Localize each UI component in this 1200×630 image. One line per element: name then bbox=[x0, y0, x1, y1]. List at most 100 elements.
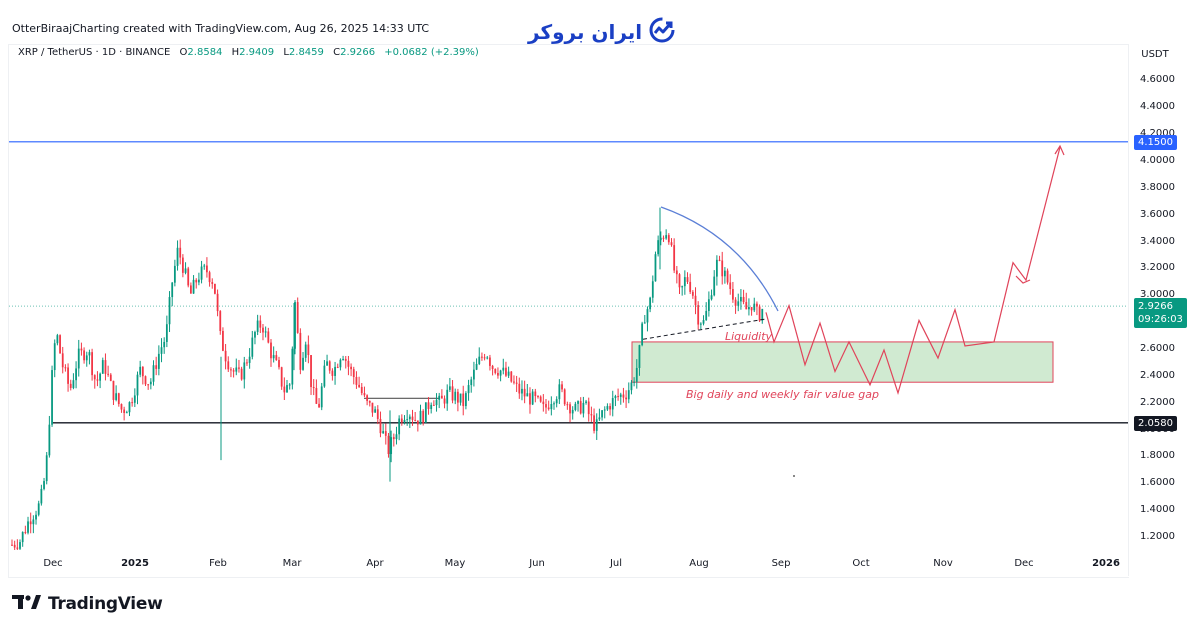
candle-body bbox=[56, 335, 59, 344]
candle-body bbox=[69, 383, 72, 388]
candle-body bbox=[497, 372, 499, 376]
candle-body bbox=[563, 389, 566, 405]
candle-body bbox=[48, 424, 51, 456]
candle-body bbox=[646, 309, 649, 323]
candle-body bbox=[408, 416, 411, 420]
candle-body bbox=[462, 393, 465, 407]
candle-body bbox=[448, 386, 451, 390]
candle-body bbox=[310, 355, 312, 388]
candle-body bbox=[558, 384, 561, 400]
candle-body bbox=[748, 307, 750, 310]
candle-body bbox=[513, 381, 515, 383]
projection-arrow-icon bbox=[1054, 144, 1065, 156]
candle-body bbox=[521, 388, 523, 394]
projected-price-path[interactable] bbox=[765, 147, 1061, 395]
candle-body bbox=[157, 353, 160, 369]
price-tick: 1.2000 bbox=[1140, 531, 1175, 542]
candle-body bbox=[40, 488, 43, 504]
bar-countdown: 09:26:03 bbox=[1138, 314, 1183, 325]
candle-body bbox=[689, 281, 692, 292]
chart-pane[interactable] bbox=[8, 44, 1129, 578]
candle-body bbox=[574, 403, 577, 410]
candle-body bbox=[336, 366, 339, 368]
time-tick: Nov bbox=[933, 558, 953, 569]
candle-body bbox=[384, 431, 387, 436]
candle-body bbox=[299, 332, 302, 370]
candle-body bbox=[539, 396, 542, 402]
projection-arrow-icon bbox=[1015, 275, 1031, 284]
candle-body bbox=[240, 368, 243, 380]
candle-body bbox=[131, 402, 134, 404]
candles-series[interactable] bbox=[11, 229, 764, 556]
candle-body bbox=[555, 399, 558, 404]
candle-body bbox=[553, 403, 555, 405]
candle-body bbox=[643, 322, 646, 324]
candle-body bbox=[168, 297, 171, 325]
currency-unit-label[interactable]: USDT bbox=[1141, 49, 1169, 60]
price-tick: 4.6000 bbox=[1140, 74, 1175, 86]
candle-body bbox=[723, 270, 726, 277]
candle-body bbox=[80, 348, 83, 351]
candle-body bbox=[136, 374, 139, 396]
candle-body bbox=[350, 366, 352, 370]
candle-body bbox=[302, 357, 304, 370]
candle-body bbox=[280, 367, 283, 387]
candle-body bbox=[358, 384, 360, 387]
candle-body bbox=[304, 344, 307, 358]
fair-value-gap-box[interactable] bbox=[631, 341, 1054, 383]
brand-chart-icon bbox=[648, 16, 676, 48]
candle-body bbox=[526, 393, 529, 397]
price-tick: 2.4000 bbox=[1140, 369, 1175, 381]
candle-body bbox=[382, 431, 385, 434]
candle-body bbox=[606, 406, 609, 410]
candle-body bbox=[737, 301, 740, 306]
candle-body bbox=[366, 395, 369, 401]
candle-body bbox=[189, 285, 192, 294]
candle-body bbox=[483, 357, 486, 359]
candle-body bbox=[259, 320, 262, 328]
candle-body bbox=[203, 265, 206, 267]
candle-body bbox=[732, 289, 734, 300]
high-value: 2.9409 bbox=[239, 47, 275, 58]
time-tick: May bbox=[444, 558, 466, 569]
price-tick: 1.6000 bbox=[1140, 477, 1175, 489]
symbol-name[interactable]: XRP / TetherUS · 1D · BINANCE bbox=[18, 47, 171, 58]
candle-body bbox=[123, 409, 126, 413]
candle-body bbox=[326, 361, 328, 366]
candle-body bbox=[470, 379, 473, 386]
candle-body bbox=[451, 386, 454, 401]
candle-body bbox=[21, 532, 24, 543]
candle-body bbox=[374, 409, 377, 413]
tradingview-logo[interactable]: TradingView bbox=[12, 594, 163, 614]
candle-body bbox=[534, 391, 537, 397]
candle-body bbox=[609, 406, 611, 410]
candle-body bbox=[206, 265, 208, 273]
candle-body bbox=[443, 398, 446, 404]
candle-body bbox=[211, 282, 214, 284]
time-tick: Sep bbox=[771, 558, 791, 569]
candle-body bbox=[331, 370, 334, 376]
candle-body bbox=[729, 282, 732, 290]
descending-arc-drawing[interactable] bbox=[660, 206, 779, 312]
candle-body bbox=[133, 395, 136, 403]
candle-body bbox=[61, 353, 64, 368]
candle-body bbox=[163, 341, 166, 348]
candle-body bbox=[43, 481, 45, 489]
candle-body bbox=[187, 268, 190, 286]
candle-body bbox=[270, 342, 272, 359]
candle-body bbox=[35, 514, 37, 520]
candle-body bbox=[582, 402, 585, 414]
candle-body bbox=[251, 337, 254, 357]
open-value: 2.8584 bbox=[187, 47, 223, 58]
time-tick: 2026 bbox=[1092, 558, 1120, 569]
candle-body bbox=[67, 367, 69, 384]
candle-body bbox=[467, 385, 470, 394]
brand-logo-text: ایران بروکر bbox=[528, 20, 643, 44]
candle-body bbox=[595, 419, 598, 431]
candle-body bbox=[593, 415, 595, 431]
candle-body bbox=[601, 410, 603, 418]
candle-body bbox=[446, 389, 449, 404]
candle-body bbox=[208, 272, 211, 283]
candle-body bbox=[740, 296, 742, 302]
